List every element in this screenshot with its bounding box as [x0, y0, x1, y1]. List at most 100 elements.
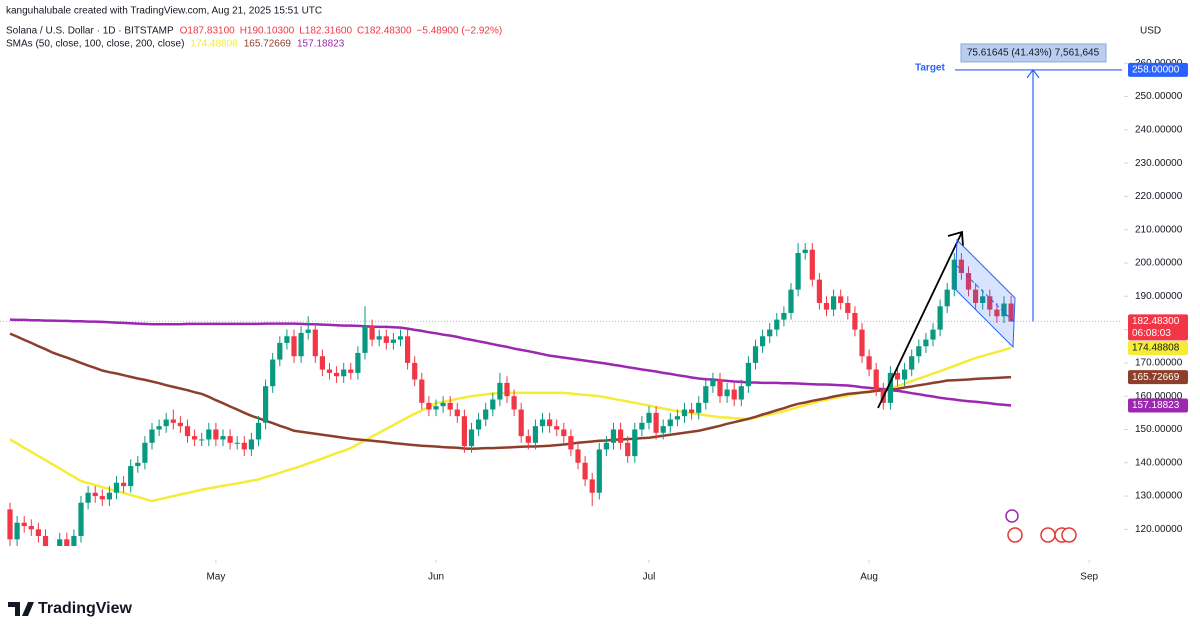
last-price-label: 182.48300 [1132, 316, 1180, 327]
candle-body [823, 302, 830, 310]
candle-body [199, 439, 205, 441]
candle-body [270, 359, 276, 387]
candle-body [547, 419, 553, 427]
candle-body [859, 329, 865, 357]
candle-body [277, 342, 283, 360]
y-tick-label: 240.00000 [1135, 124, 1183, 135]
candle-body [731, 389, 737, 400]
candle-body [476, 419, 482, 430]
candle-body [419, 379, 425, 403]
candle-body [128, 466, 134, 487]
y-tick-label: 160.00000 [1135, 391, 1183, 402]
candle-body [334, 372, 340, 377]
candle-body [497, 382, 503, 400]
candle-body [667, 419, 673, 427]
candle-body [816, 279, 822, 303]
brand: TradingView [38, 600, 133, 617]
ohlc-value: H190.10300 [240, 26, 295, 37]
candle-body [760, 336, 766, 347]
price-tag [1128, 398, 1188, 413]
candle-body [7, 509, 13, 540]
candle-body [241, 442, 247, 450]
candle-body [390, 339, 396, 343]
candle-body [632, 429, 638, 457]
y-tick-label: 220.00000 [1135, 191, 1183, 202]
candle-body [873, 369, 879, 390]
candle-body [852, 312, 858, 330]
candle-body [305, 329, 311, 333]
candle-body [965, 273, 972, 290]
candle-body [383, 336, 389, 343]
candle-body [255, 422, 262, 440]
candle-body [14, 522, 20, 540]
last-price-tag [1128, 314, 1188, 341]
candle-body [681, 409, 688, 417]
symbol: Solana / U.S. Dollar · 1D · BITSTAMP [6, 26, 174, 37]
candle-body [568, 436, 574, 450]
candle-body [454, 409, 460, 417]
candle-body [433, 406, 439, 410]
candle-body [618, 429, 624, 443]
candle-body [412, 362, 418, 380]
candle-body [781, 312, 787, 320]
candle-body [717, 379, 723, 397]
sma-value: 165.72669 [244, 39, 292, 50]
candle-body [951, 259, 957, 290]
price-tag [1128, 340, 1188, 355]
candle-body [184, 426, 191, 437]
sma-value: 157.18823 [297, 39, 345, 50]
x-tick-label: Jul [643, 572, 656, 583]
candle-body [106, 492, 112, 500]
candle-body [930, 329, 936, 340]
candle-body [866, 356, 872, 370]
price-tag [1128, 370, 1188, 385]
candle-body [738, 386, 744, 400]
candle-body [21, 522, 27, 527]
candle-body [71, 536, 77, 546]
candle-body [774, 319, 780, 330]
candle-body [1001, 303, 1007, 317]
candle-body [532, 426, 538, 443]
news-icons [1005, 509, 1077, 543]
price-tag-label: 165.72669 [1132, 372, 1180, 383]
price-tag-label: 174.48808 [1132, 343, 1180, 354]
candle-body [994, 309, 1000, 317]
candle-body [887, 372, 893, 403]
y-tick-label: 140.00000 [1135, 457, 1183, 468]
credit: kanguhalubale created with TradingView.c… [6, 6, 322, 17]
candle-body [64, 539, 70, 546]
candle-body [177, 422, 183, 427]
candle-body [511, 396, 517, 410]
candle-body [752, 346, 759, 363]
candle-body [348, 369, 354, 373]
candle-body [483, 409, 489, 420]
candle-body [795, 253, 801, 290]
candle-body [206, 429, 212, 440]
candle-body [227, 436, 233, 443]
candle-body [85, 492, 91, 503]
candle-body [355, 352, 361, 373]
candle-body [958, 259, 964, 273]
logo: TradingView [8, 600, 133, 617]
candle-body [1008, 303, 1014, 322]
candle-body [554, 426, 560, 430]
candle-body [263, 386, 269, 423]
y-tick-label: 250.00000 [1135, 91, 1183, 102]
target-text: Target [915, 63, 945, 74]
sma-value: 174.48808 [190, 39, 238, 50]
candle-body [973, 289, 979, 303]
candle-body [319, 356, 325, 370]
candle-body [703, 386, 709, 403]
candle-body [696, 402, 702, 413]
candle-body [525, 436, 531, 443]
candle-body [916, 346, 922, 357]
candle-body [35, 529, 41, 537]
price-axis: 120.00000 130.00000 140.00000 150.00000 160.… [1124, 58, 1188, 535]
candle-body [902, 369, 908, 380]
candle-body [909, 356, 915, 370]
y-tick-label: 210.00000 [1135, 224, 1183, 235]
candle-body [362, 326, 368, 353]
